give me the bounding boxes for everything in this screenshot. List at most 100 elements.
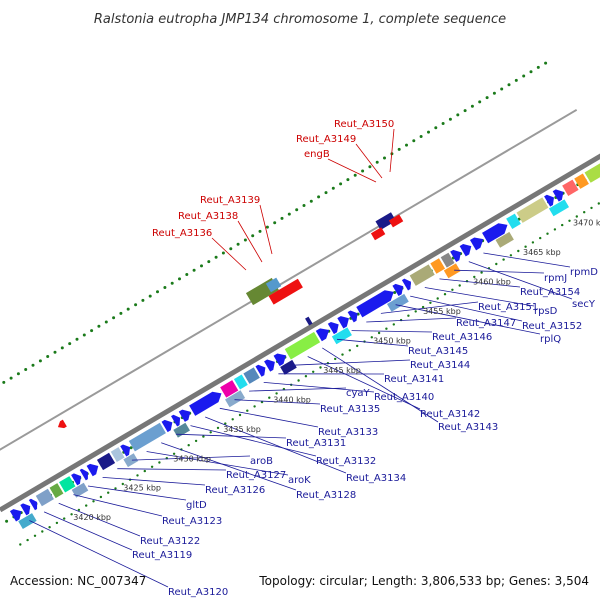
label-leader	[322, 347, 439, 423]
tick-mark	[214, 255, 218, 259]
gene-arrow	[20, 503, 31, 516]
tick-mark	[114, 487, 117, 490]
tick-mark	[485, 96, 489, 100]
tick-mark	[258, 229, 262, 233]
gene-block	[584, 163, 600, 183]
gene-label: Reut_A3119	[132, 550, 192, 561]
gene-arrow	[264, 359, 275, 372]
gene-label: Reut_A3145	[408, 346, 468, 357]
gene-arrow	[544, 194, 555, 207]
gene-block	[123, 453, 139, 468]
tick-mark	[334, 357, 337, 361]
label-leader	[117, 468, 227, 471]
tick-mark	[60, 346, 64, 350]
tick-mark	[458, 284, 461, 287]
gene-label: Reut_A3134	[346, 473, 406, 484]
tick-mark	[231, 418, 234, 421]
gene-label: Reut_A3150	[334, 119, 394, 130]
tick-mark	[53, 350, 57, 354]
gene-block	[375, 212, 397, 231]
gene-arrow	[552, 189, 564, 202]
label-leader	[380, 301, 479, 314]
tick-mark	[436, 297, 439, 300]
gene-label: gltD	[186, 500, 207, 511]
gene-block	[548, 199, 570, 217]
tick-mark	[273, 221, 277, 225]
position-label: 3460 kbp	[473, 278, 511, 287]
tick-mark	[209, 431, 212, 434]
tick-mark	[216, 426, 220, 430]
gene-block	[265, 277, 282, 293]
tick-mark	[16, 372, 20, 376]
tick-mark	[2, 380, 6, 384]
position-label: 3465 kbp	[523, 248, 561, 257]
gene-arrow	[28, 498, 38, 511]
tick-mark	[297, 379, 300, 382]
gene-block	[443, 263, 461, 279]
gene-arrow	[57, 419, 67, 429]
label-leader	[219, 407, 319, 428]
tick-mark	[319, 366, 322, 369]
label-leader-lines	[29, 128, 573, 588]
tick-mark	[341, 353, 344, 356]
tick-mark	[221, 251, 225, 255]
tick-mark	[202, 435, 205, 438]
label-leader	[43, 511, 133, 551]
gene-arrow	[9, 509, 22, 522]
gene-block	[71, 482, 89, 498]
tick-mark	[92, 500, 95, 503]
tick-mark	[194, 439, 198, 443]
tick-mark	[575, 215, 578, 218]
tick-mark	[26, 538, 29, 542]
gene-label: Reut_A3128	[296, 490, 356, 501]
gene-label: rpmJ	[544, 273, 567, 284]
gene-block	[516, 197, 549, 223]
gene-arrow	[79, 468, 88, 481]
tick-mark	[370, 336, 373, 339]
label-leader	[102, 477, 206, 486]
tick-mark	[441, 122, 445, 125]
tick-mark	[82, 333, 86, 337]
backbone-line	[0, 153, 600, 513]
gene-block	[96, 452, 116, 471]
tick-mark	[480, 271, 483, 274]
position-label: 3435 kbp	[223, 425, 261, 434]
gene-block	[305, 316, 313, 326]
tick-mark	[107, 491, 110, 494]
tick-mark	[385, 327, 388, 330]
label-leader	[234, 399, 321, 405]
tick-mark	[514, 78, 518, 82]
tick-mark	[539, 236, 542, 240]
tick-mark	[200, 264, 203, 268]
gene-block	[409, 264, 435, 286]
tick-mark	[470, 104, 474, 108]
gene-label: Reut_A3144	[410, 360, 470, 371]
tick-mark	[361, 169, 365, 173]
tick-mark	[38, 359, 42, 363]
tick-mark	[62, 517, 66, 520]
tick-mark	[104, 320, 108, 324]
gene-arrow	[273, 353, 287, 367]
label-leader	[439, 278, 521, 288]
label-leader	[131, 455, 251, 461]
gene-block	[562, 179, 579, 197]
gene-arrow	[337, 316, 349, 329]
tick-mark	[31, 363, 35, 367]
label-leader	[73, 494, 163, 517]
gene-label: Reut_A3131	[286, 438, 346, 449]
gene-label: Reut_A3123	[162, 516, 222, 527]
tick-mark	[368, 165, 372, 169]
tick-mark	[448, 117, 452, 121]
tick-mark	[19, 543, 22, 546]
tick-mark	[353, 173, 357, 177]
tick-mark	[280, 216, 284, 220]
label-leader	[146, 451, 289, 476]
tick-mark	[500, 87, 504, 91]
gene-block	[110, 447, 125, 463]
tick-mark	[68, 342, 72, 346]
tick-mark	[158, 461, 161, 464]
tick-mark	[597, 202, 600, 205]
tick-mark	[507, 83, 511, 87]
tick-mark	[502, 258, 505, 261]
tick-mark	[265, 225, 269, 229]
